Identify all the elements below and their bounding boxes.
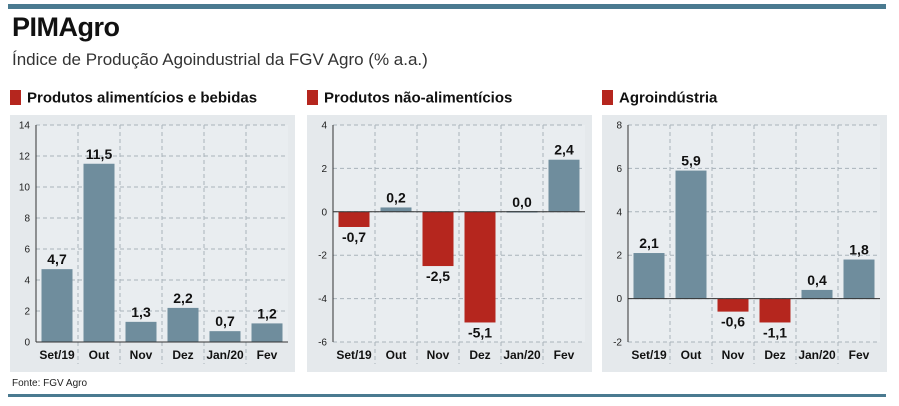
bar bbox=[759, 298, 791, 323]
y-tick-label: 8 bbox=[24, 214, 30, 225]
y-tick-label: 8 bbox=[616, 121, 622, 132]
bottom-accent-bar bbox=[8, 394, 886, 397]
bar bbox=[801, 289, 833, 299]
chart-panel-alimenticios: Produtos alimentícios e bebidas 0 2 4 6 8 10 1… bbox=[10, 89, 295, 372]
y-tick-label: -6 bbox=[318, 338, 327, 349]
y-tick-label: 4 bbox=[24, 276, 30, 287]
y-tick-label: 2 bbox=[321, 164, 327, 175]
x-tick-label: Set/19 bbox=[39, 348, 75, 362]
y-tick-label: -2 bbox=[318, 251, 327, 262]
y-tick-label: 14 bbox=[19, 121, 31, 132]
data-label: -0,7 bbox=[342, 229, 366, 245]
y-tick-label: 2 bbox=[24, 307, 30, 318]
bar bbox=[422, 211, 454, 267]
data-label: 2,2 bbox=[173, 290, 193, 306]
chart-panel-agroindustria: Agroindústria -2 0 2 4 6 8 2,1 Set/19 5,9 Out -0,6… bbox=[602, 89, 887, 372]
x-tick-label: Dez bbox=[172, 348, 193, 362]
x-tick-label: Nov bbox=[130, 348, 153, 362]
bar bbox=[548, 159, 580, 212]
x-tick-label: Jan/20 bbox=[206, 348, 244, 362]
chart-title: Produtos não-alimentícios bbox=[324, 89, 513, 107]
y-tick-label: 0 bbox=[321, 207, 327, 218]
y-tick-label: 2 bbox=[616, 251, 622, 262]
chart-area: -6 -4 -2 0 2 4 -0,7 Set/19 0,2 Out -2,5 Nov -5,1 Dez 0… bbox=[307, 115, 592, 372]
bar bbox=[843, 259, 875, 299]
data-label: 0,7 bbox=[215, 313, 235, 329]
bar bbox=[675, 170, 707, 299]
data-label: 11,5 bbox=[86, 146, 113, 162]
y-tick-label: 6 bbox=[24, 245, 30, 256]
bar bbox=[338, 211, 370, 227]
data-label: 0,4 bbox=[807, 272, 827, 288]
y-tick-label: 12 bbox=[19, 152, 31, 163]
data-label: -0,6 bbox=[721, 314, 745, 330]
x-tick-label: Jan/20 bbox=[798, 348, 836, 362]
bar bbox=[83, 163, 115, 342]
data-label: 2,1 bbox=[639, 235, 659, 251]
y-tick-label: -4 bbox=[318, 294, 327, 305]
data-label: 1,2 bbox=[257, 305, 277, 321]
y-tick-label: 4 bbox=[321, 121, 327, 132]
bar bbox=[717, 298, 749, 312]
x-tick-label: Nov bbox=[722, 348, 745, 362]
chart-area: 0 2 4 6 8 10 12 14 4,7 Set/19 11,5 Out 1,3 Nov 2,2 Dez 0… bbox=[10, 115, 295, 372]
page-title: PIMAgro bbox=[12, 12, 120, 42]
chart-area: -2 0 2 4 6 8 2,1 Set/19 5,9 Out -0,6 Nov -1,1 Dez 0,4 J… bbox=[602, 115, 887, 372]
y-tick-label: 0 bbox=[616, 294, 622, 305]
top-accent-bar bbox=[8, 4, 886, 9]
y-tick-label: 6 bbox=[616, 164, 622, 175]
legend-swatch bbox=[307, 90, 318, 106]
data-label: 2,4 bbox=[554, 142, 574, 158]
data-label: 1,3 bbox=[131, 304, 151, 320]
bar bbox=[251, 323, 283, 342]
y-tick-label: 4 bbox=[616, 207, 622, 218]
data-label: 0,0 bbox=[512, 194, 532, 210]
data-label: -5,1 bbox=[468, 324, 492, 340]
bar bbox=[41, 269, 73, 342]
legend-swatch bbox=[10, 90, 21, 106]
bar bbox=[167, 307, 199, 342]
y-tick-label: 0 bbox=[24, 338, 30, 349]
x-tick-label: Out bbox=[386, 348, 407, 362]
bar bbox=[464, 211, 496, 323]
y-tick-label: 10 bbox=[19, 183, 31, 194]
x-tick-label: Dez bbox=[764, 348, 785, 362]
data-label: 4,7 bbox=[47, 251, 67, 267]
bar bbox=[633, 253, 665, 299]
y-tick-label: -2 bbox=[613, 338, 622, 349]
legend-swatch bbox=[602, 90, 613, 106]
data-label: 0,2 bbox=[386, 189, 406, 205]
chart-header: Produtos alimentícios e bebidas bbox=[10, 89, 257, 109]
bar bbox=[209, 331, 241, 342]
page-subtitle: Índice de Produção Agoindustrial da FGV … bbox=[12, 50, 428, 69]
x-tick-label: Set/19 bbox=[336, 348, 372, 362]
x-tick-label: Fev bbox=[849, 348, 870, 362]
bar-chart-agroindustria: -2 0 2 4 6 8 2,1 Set/19 5,9 Out -0,6 Nov -1,1 Dez 0,4 J… bbox=[613, 121, 880, 364]
x-tick-label: Out bbox=[681, 348, 702, 362]
data-label: 5,9 bbox=[681, 153, 701, 169]
chart-title: Agroindústria bbox=[619, 89, 718, 107]
x-tick-label: Fev bbox=[554, 348, 575, 362]
x-tick-label: Jan/20 bbox=[503, 348, 541, 362]
chart-header: Produtos não-alimentícios bbox=[307, 89, 512, 109]
bar-chart-alimenticios: 0 2 4 6 8 10 12 14 4,7 Set/19 11,5 Out 1,3 Nov 2,2 Dez 0… bbox=[19, 121, 288, 364]
bar-chart-nao-alimenticios: -6 -4 -2 0 2 4 -0,7 Set/19 0,2 Out -2,5 Nov -5,1 Dez 0… bbox=[318, 121, 585, 364]
chart-panel-nao-alimenticios: Produtos não-alimentícios -6 -4 -2 0 2 4 -0,7 S… bbox=[307, 89, 592, 372]
source-note: Fonte: FGV Agro bbox=[12, 378, 88, 389]
data-label: 1,8 bbox=[849, 242, 869, 258]
x-tick-label: Dez bbox=[469, 348, 490, 362]
data-label: -1,1 bbox=[763, 324, 787, 340]
data-label: -2,5 bbox=[426, 268, 450, 284]
x-tick-label: Set/19 bbox=[631, 348, 667, 362]
chart-title: Produtos alimentícios e bebidas bbox=[27, 89, 258, 107]
bar bbox=[125, 321, 157, 342]
bar bbox=[380, 207, 412, 212]
x-tick-label: Nov bbox=[427, 348, 450, 362]
chart-header: Agroindústria bbox=[602, 89, 717, 109]
x-tick-label: Fev bbox=[257, 348, 278, 362]
x-tick-label: Out bbox=[89, 348, 110, 362]
